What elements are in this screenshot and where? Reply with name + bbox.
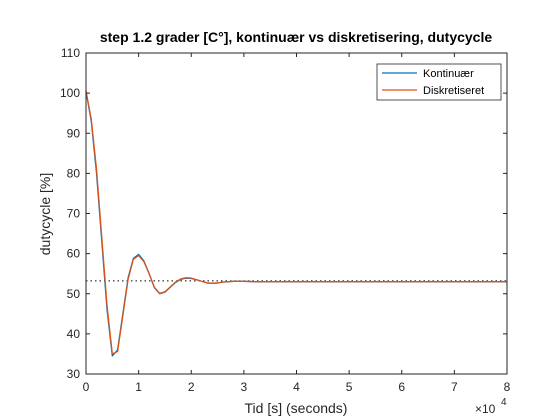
y-tick-label: 100: [60, 86, 80, 100]
y-tick-label: 90: [67, 126, 81, 140]
y-tick-label: 40: [67, 327, 81, 341]
x-tick-label: 0: [83, 380, 90, 394]
series-line-diskretiseret: [85, 91, 507, 355]
x-tick-label: 4: [293, 380, 300, 394]
x-tick-label: 8: [504, 380, 511, 394]
x-exponent-base: ×10: [475, 402, 496, 416]
x-tick-label: 7: [451, 380, 458, 394]
y-tick-label: 110: [61, 46, 80, 60]
x-axis-label: Tid [s] (seconds): [245, 400, 348, 416]
legend-label-kontinuaer: Kontinuær: [423, 68, 474, 80]
x-tick-label: 5: [346, 380, 353, 394]
chart-title: step 1.2 grader [C°], kontinuær vs diskr…: [100, 29, 492, 45]
legend: Kontinuær Diskretiseret: [376, 63, 502, 101]
legend-label-diskretiseret: Diskretiseret: [423, 85, 484, 97]
x-exponent-power: 4: [501, 397, 507, 408]
x-tick-label: 3: [241, 380, 248, 394]
y-tick-label: 30: [67, 367, 81, 381]
series-layer: [85, 91, 507, 357]
y-tick-label: 60: [67, 247, 81, 261]
x-axis-ticks: 0 1 2 3 4 5 6 7 8: [83, 53, 511, 394]
y-tick-label: 80: [67, 166, 81, 180]
x-tick-label: 2: [188, 380, 195, 394]
y-tick-label: 50: [67, 287, 81, 301]
y-axis-ticks: 30 40 50 60 70 80 90 100 110: [60, 46, 507, 381]
x-axis-exponent: ×10 4: [475, 397, 507, 416]
x-tick-label: 1: [135, 380, 142, 394]
x-tick-label: 6: [398, 380, 405, 394]
plot-area: [86, 53, 507, 374]
y-axis-label: dutycycle [%]: [37, 173, 53, 255]
y-tick-label: 70: [67, 207, 81, 221]
legend-box: [376, 63, 502, 101]
